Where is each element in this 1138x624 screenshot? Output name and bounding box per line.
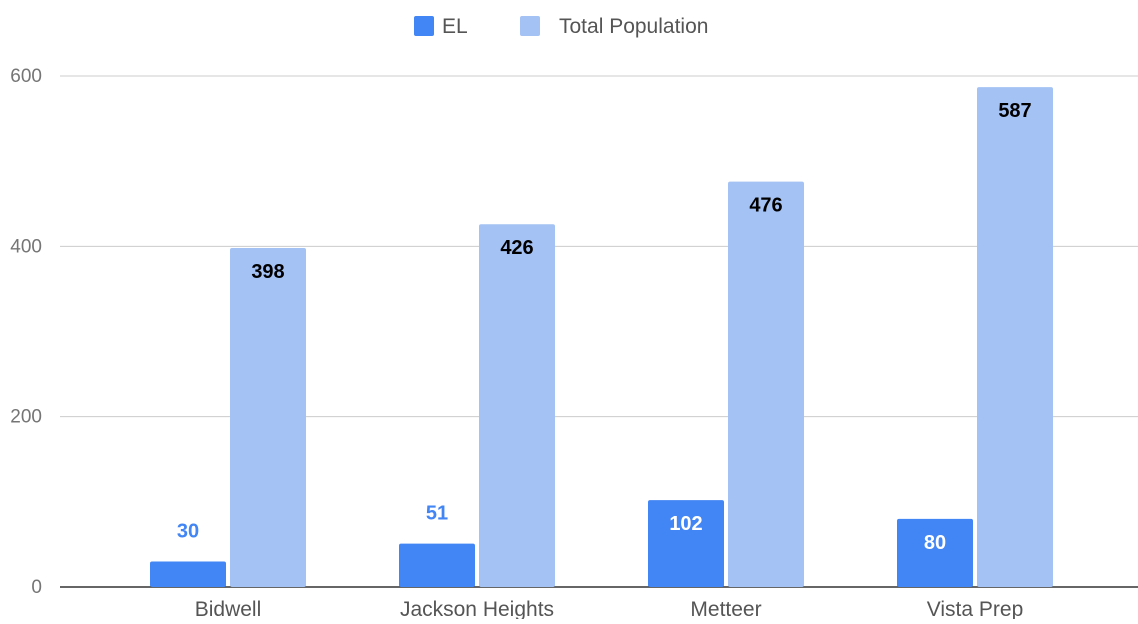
data-label-total-population-vista-prep: 587 bbox=[998, 100, 1031, 122]
x-tick-label-vista-prep: Vista Prep bbox=[927, 598, 1024, 619]
data-label-total-population-bidwell: 398 bbox=[251, 261, 284, 283]
bar-total-population-bidwell bbox=[230, 248, 306, 587]
x-tick-label-bidwell: Bidwell bbox=[195, 598, 262, 619]
data-label-total-population-metteer: 476 bbox=[749, 195, 782, 217]
data-labels: 30 398 51 426 102 476 80 587 bbox=[177, 100, 1032, 554]
legend-label-total-population: Total Population bbox=[559, 15, 708, 38]
bar-total-population-vista-prep bbox=[977, 87, 1053, 588]
bar-el-metteer bbox=[648, 500, 724, 587]
data-label-el-metteer: 102 bbox=[669, 513, 702, 535]
y-tick-label: 600 bbox=[10, 66, 42, 87]
bar-total-population-metteer bbox=[728, 181, 804, 587]
y-tick-label: 200 bbox=[10, 407, 42, 428]
legend-swatch-total-population bbox=[520, 16, 540, 36]
legend: EL Total Population bbox=[414, 15, 708, 38]
data-label-el-bidwell: 30 bbox=[177, 520, 199, 542]
legend-swatch-el bbox=[414, 16, 434, 36]
data-label-total-population-jackson-heights: 426 bbox=[500, 237, 533, 259]
data-label-el-vista-prep: 80 bbox=[924, 532, 946, 554]
x-tick-label-metteer: Metteer bbox=[690, 598, 761, 619]
data-label-el-jackson-heights: 51 bbox=[426, 503, 448, 525]
gridlines bbox=[60, 75, 1138, 588]
x-tick-label-jackson-heights: Jackson Heights bbox=[400, 598, 554, 619]
bar-el-bidwell bbox=[150, 561, 226, 587]
y-axis-ticks: 0 200 400 600 bbox=[10, 66, 42, 598]
legend-label-el: EL bbox=[442, 15, 468, 38]
bar-el-vista-prep bbox=[897, 518, 973, 587]
x-axis-ticks: Bidwell Jackson Heights Metteer Vista Prep bbox=[195, 598, 1024, 621]
y-tick-label: 400 bbox=[10, 236, 42, 257]
bar-el-jackson-heights bbox=[399, 543, 475, 587]
bar-total-population-jackson-heights bbox=[479, 224, 555, 587]
y-tick-label: 0 bbox=[31, 577, 42, 598]
bars bbox=[150, 87, 1053, 588]
